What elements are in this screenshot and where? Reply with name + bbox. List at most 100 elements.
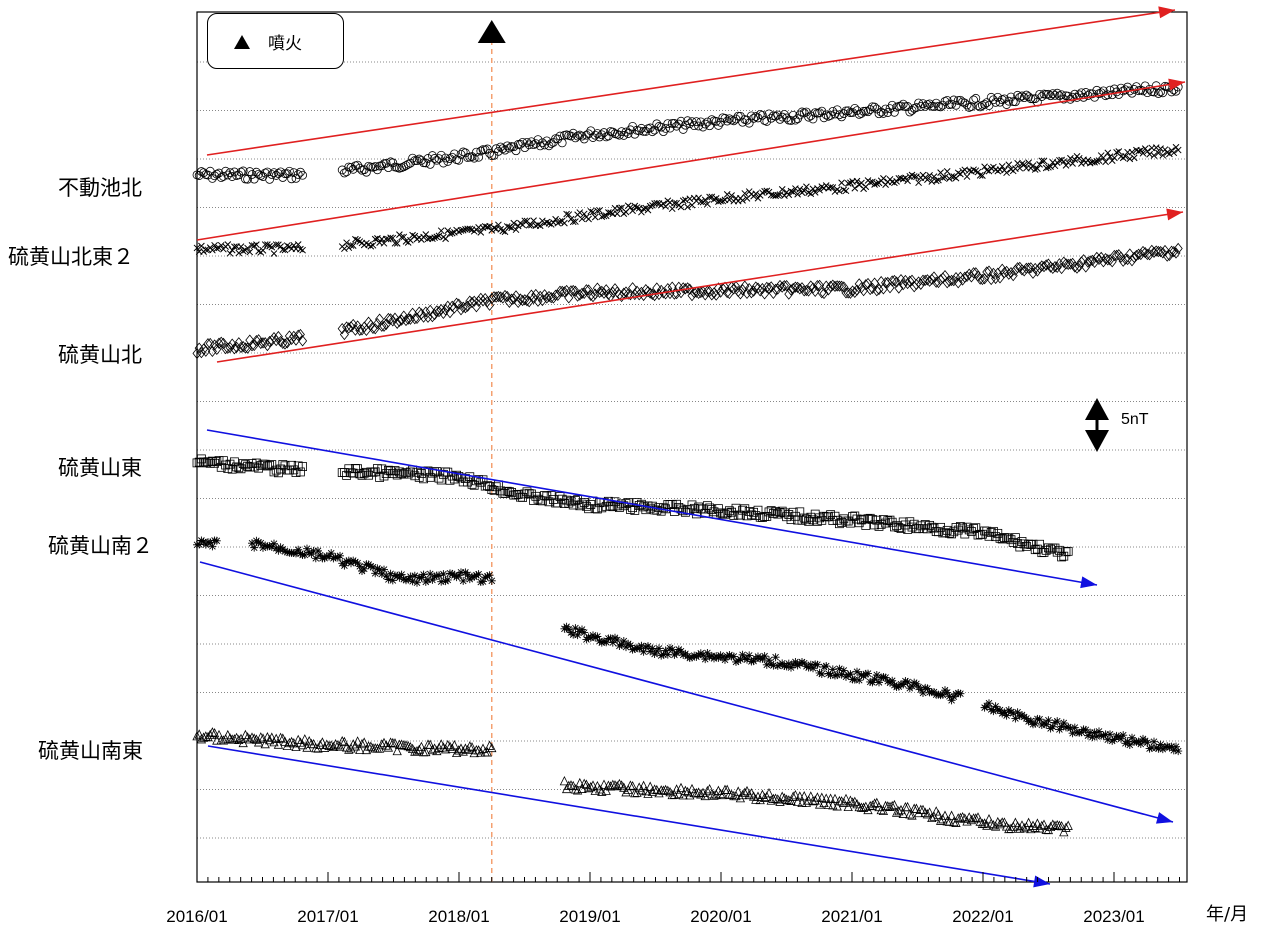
data-point: [449, 149, 459, 159]
data-point: [714, 121, 723, 130]
data-point: [575, 501, 585, 511]
data-point: [413, 578, 421, 587]
data-point: [209, 246, 216, 254]
data-point: [1147, 743, 1156, 752]
data-point: [273, 739, 284, 749]
data-point: [975, 273, 985, 285]
data-point: [874, 109, 884, 119]
data-point: [896, 524, 906, 533]
data-point: [577, 131, 587, 141]
data-point: [652, 505, 662, 515]
data-point: [1030, 545, 1040, 555]
increase-trend-arrow: [216, 208, 1184, 363]
data-point: [952, 690, 960, 699]
data-point: [1103, 254, 1113, 266]
data-point: [885, 801, 895, 812]
data-point: [795, 659, 804, 668]
data-point: [843, 287, 853, 299]
increase-trend-arrow: [206, 6, 1176, 156]
data-point: [785, 191, 793, 199]
data-point: [571, 624, 580, 633]
data-point: [256, 337, 266, 350]
data-point: [781, 192, 788, 200]
data-point: [788, 282, 798, 295]
data-point: [668, 645, 677, 654]
data-point: [634, 126, 644, 136]
data-point: [392, 317, 402, 329]
data-point: [474, 295, 484, 307]
data-point: [545, 220, 553, 227]
data-point: [251, 167, 261, 177]
data-point: [789, 188, 797, 196]
data-point: [969, 267, 979, 279]
data-point: [1136, 248, 1146, 261]
data-point: [444, 227, 452, 234]
data-point: [552, 215, 559, 223]
data-point: [1017, 537, 1027, 546]
data-point: [806, 280, 816, 292]
data-point: [410, 471, 420, 481]
data-point: [1104, 149, 1112, 157]
data-point: [355, 562, 364, 571]
data-point: [773, 110, 783, 120]
data-point: [295, 737, 306, 747]
data-point: [214, 729, 224, 740]
data-point: [1042, 164, 1050, 172]
data-point: [1021, 262, 1031, 274]
data-point: [1068, 729, 1077, 738]
data-point: [858, 179, 865, 187]
data-point: [837, 670, 846, 679]
data-point: [691, 286, 701, 298]
data-point: [1024, 92, 1033, 102]
data-point: [698, 122, 708, 132]
data-point: [197, 536, 206, 545]
station-label-iwoyama-ne2: 硫黄山北東２: [8, 245, 134, 269]
data-point: [513, 296, 523, 308]
data-point: [881, 673, 890, 682]
data-point: [1071, 156, 1079, 163]
data-point: [1061, 258, 1071, 270]
data-point: [976, 172, 984, 179]
data-point: [531, 139, 541, 149]
data-point: [947, 696, 956, 705]
data-point: [1039, 260, 1049, 273]
data-point: [663, 650, 672, 659]
data-point: [985, 699, 993, 708]
data-point: [1094, 253, 1104, 266]
data-point: [566, 780, 576, 790]
data-point: [344, 744, 354, 754]
data-point: [357, 738, 367, 749]
data-point: [665, 123, 675, 133]
data-point: [1118, 255, 1128, 267]
data-point: [942, 816, 952, 826]
data-point: [649, 784, 660, 794]
data-point: [1037, 92, 1047, 101]
data-point: [491, 144, 501, 154]
data-point: [379, 320, 389, 332]
data-point: [516, 139, 525, 149]
data-point: [778, 186, 786, 193]
data-point: [707, 788, 717, 799]
data-point: [883, 516, 893, 526]
data-point: [1060, 158, 1068, 165]
data-point: [1137, 147, 1145, 154]
data-point: [249, 733, 259, 743]
data-point: [795, 507, 805, 517]
data-point: [839, 109, 849, 118]
data-point: [1055, 91, 1064, 101]
data-point: [335, 741, 345, 751]
data-point: [661, 646, 670, 655]
data-point: [1150, 737, 1158, 746]
data-point: [641, 786, 651, 796]
data-point: [573, 495, 582, 505]
data-point: [436, 304, 446, 316]
data-point: [857, 671, 866, 680]
data-point: [940, 528, 950, 538]
data-point: [912, 679, 921, 688]
data-point: [1041, 545, 1051, 555]
data-point: [594, 207, 601, 215]
data-point: [1063, 258, 1073, 270]
data-point: [267, 732, 277, 742]
data-point: [725, 650, 734, 659]
data-point: [659, 650, 668, 659]
